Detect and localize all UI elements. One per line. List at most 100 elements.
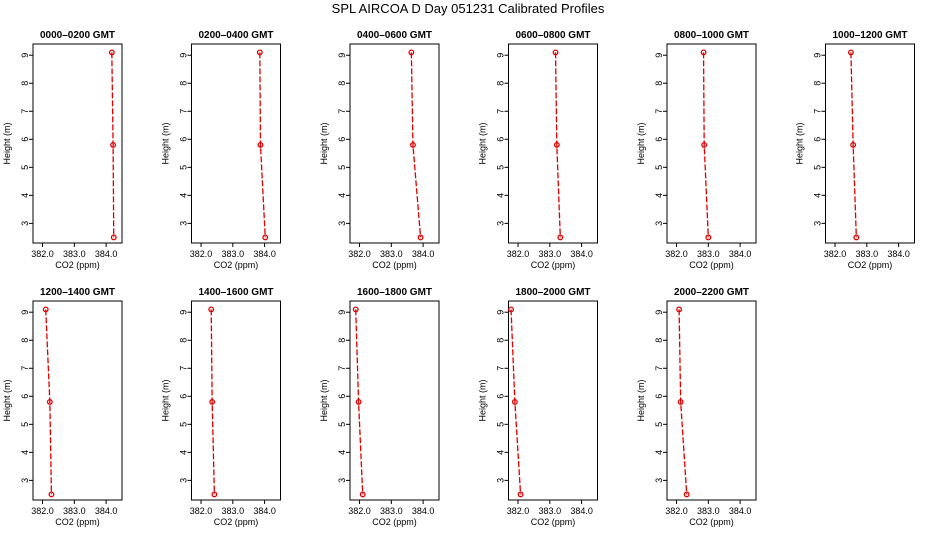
panel-title: 1400–1600 GMT xyxy=(198,287,273,298)
panel-title: 0200–0400 GMT xyxy=(198,30,273,41)
y-tick-label: 7 xyxy=(654,366,664,371)
y-tick-label: 6 xyxy=(179,394,189,399)
x-axis-label: CO2 (ppm) xyxy=(531,260,576,270)
x-axis-label: CO2 (ppm) xyxy=(372,260,417,270)
y-tick-label: 3 xyxy=(179,478,189,483)
y-tick-label: 7 xyxy=(179,109,189,114)
y-axis-label: Height (m) xyxy=(161,379,171,421)
x-axis-label: CO2 (ppm) xyxy=(531,517,576,527)
x-tick-label: 383.0 xyxy=(63,249,86,259)
y-tick-label: 9 xyxy=(179,310,189,315)
x-tick-label: 384.0 xyxy=(253,506,276,516)
panel-11: 2000–2200 GMT 382.0 383.0 384.0 3 4 5 6 7 8 9 CO2 (… xyxy=(636,287,757,527)
y-tick-label: 8 xyxy=(179,81,189,86)
y-tick-label: 6 xyxy=(337,394,347,399)
plot-frame xyxy=(349,300,440,501)
y-tick-label: 6 xyxy=(179,137,189,142)
y-axis-label: Height (m) xyxy=(636,379,646,421)
x-tick-label: 382.0 xyxy=(665,249,688,259)
data-point xyxy=(359,491,366,498)
data-point xyxy=(208,306,215,313)
data-point xyxy=(553,141,560,148)
data-point xyxy=(700,49,707,56)
x-tick-label: 384.0 xyxy=(95,249,118,259)
y-axis-label: Height (m) xyxy=(795,122,805,164)
y-tick-label: 5 xyxy=(20,165,30,170)
y-tick-label: 4 xyxy=(20,450,30,455)
y-tick-label: 3 xyxy=(337,478,347,483)
series-line xyxy=(702,52,709,238)
y-tick-label: 8 xyxy=(337,81,347,86)
y-tick-label: 6 xyxy=(337,137,347,142)
x-tick-label: 384.0 xyxy=(253,249,276,259)
y-tick-label: 5 xyxy=(496,165,506,170)
y-tick-label: 5 xyxy=(179,422,189,427)
x-tick-label: 383.0 xyxy=(380,506,403,516)
data-point xyxy=(256,49,263,56)
y-tick-label: 8 xyxy=(20,81,30,86)
y-tick-label: 7 xyxy=(179,366,189,371)
y-axis-label: Height (m) xyxy=(319,122,329,164)
x-tick-label: 384.0 xyxy=(95,506,118,516)
data-point xyxy=(42,306,49,313)
y-tick-label: 3 xyxy=(496,478,506,483)
x-axis-label: CO2 (ppm) xyxy=(214,260,259,270)
y-tick-label: 8 xyxy=(654,338,664,343)
x-axis-label: CO2 (ppm) xyxy=(214,517,259,527)
x-tick-label: 382.0 xyxy=(665,506,688,516)
data-point xyxy=(511,398,518,405)
panel-10: 1800–2000 GMT 382.0 383.0 384.0 3 4 5 6 7 8 9 CO2 (… xyxy=(478,287,598,527)
y-tick-label: 4 xyxy=(496,450,506,455)
y-tick-label: 9 xyxy=(496,53,506,58)
y-tick-label: 6 xyxy=(20,137,30,142)
y-tick-label: 4 xyxy=(654,193,664,198)
data-point xyxy=(853,234,860,241)
panel-4: 0600–0800 GMT 382.0 383.0 384.0 3 4 5 6 7 8 9 CO2 (… xyxy=(478,30,598,270)
plot-frame xyxy=(349,43,440,244)
y-tick-label: 3 xyxy=(654,478,664,483)
y-tick-label: 7 xyxy=(654,109,664,114)
data-point xyxy=(262,234,269,241)
y-axis-label: Height (m) xyxy=(2,122,12,164)
y-tick-label: 7 xyxy=(337,366,347,371)
data-point xyxy=(557,234,564,241)
y-axis-label: Height (m) xyxy=(2,379,12,421)
data-point xyxy=(850,141,857,148)
x-tick-label: 382.0 xyxy=(507,506,530,516)
panel-2: 0200–0400 GMT 382.0 383.0 384.0 3 4 5 6 7 8 9 CO2 (… xyxy=(161,30,281,270)
data-point xyxy=(46,398,53,405)
y-tick-label: 9 xyxy=(496,310,506,315)
y-tick-label: 4 xyxy=(179,193,189,198)
data-point xyxy=(552,49,559,56)
panel-title: 1200–1400 GMT xyxy=(40,287,115,298)
data-point xyxy=(110,141,117,148)
data-point xyxy=(257,141,264,148)
plot-frame xyxy=(32,300,123,501)
x-tick-label: 384.0 xyxy=(570,249,593,259)
panel-7: 1200–1400 GMT 382.0 383.0 384.0 3 4 5 6 7 8 9 CO2 (… xyxy=(2,287,123,527)
y-tick-label: 5 xyxy=(20,422,30,427)
y-tick-label: 9 xyxy=(337,53,347,58)
data-point xyxy=(847,49,854,56)
x-tick-label: 382.0 xyxy=(190,506,213,516)
plot-frame xyxy=(508,300,598,501)
x-tick-label: 383.0 xyxy=(697,506,720,516)
x-tick-label: 383.0 xyxy=(539,249,562,259)
panel-title: 1600–1800 GMT xyxy=(357,287,432,298)
y-axis-label: Height (m) xyxy=(478,122,488,164)
y-tick-label: 8 xyxy=(813,81,823,86)
x-axis-label: CO2 (ppm) xyxy=(372,517,417,527)
y-tick-label: 7 xyxy=(337,109,347,114)
series-line xyxy=(45,309,53,495)
y-tick-label: 5 xyxy=(337,165,347,170)
panel-6: 1000–1200 GMT 382.0 383.0 384.0 3 4 5 6 7 8 9 CO2 (… xyxy=(795,30,915,270)
y-tick-label: 8 xyxy=(337,338,347,343)
y-tick-label: 6 xyxy=(20,394,30,399)
x-axis-label: CO2 (ppm) xyxy=(689,517,734,527)
y-tick-label: 3 xyxy=(813,221,823,226)
series-line xyxy=(210,309,216,495)
y-axis-label: Height (m) xyxy=(319,379,329,421)
y-tick-label: 4 xyxy=(337,193,347,198)
y-tick-label: 4 xyxy=(813,193,823,198)
